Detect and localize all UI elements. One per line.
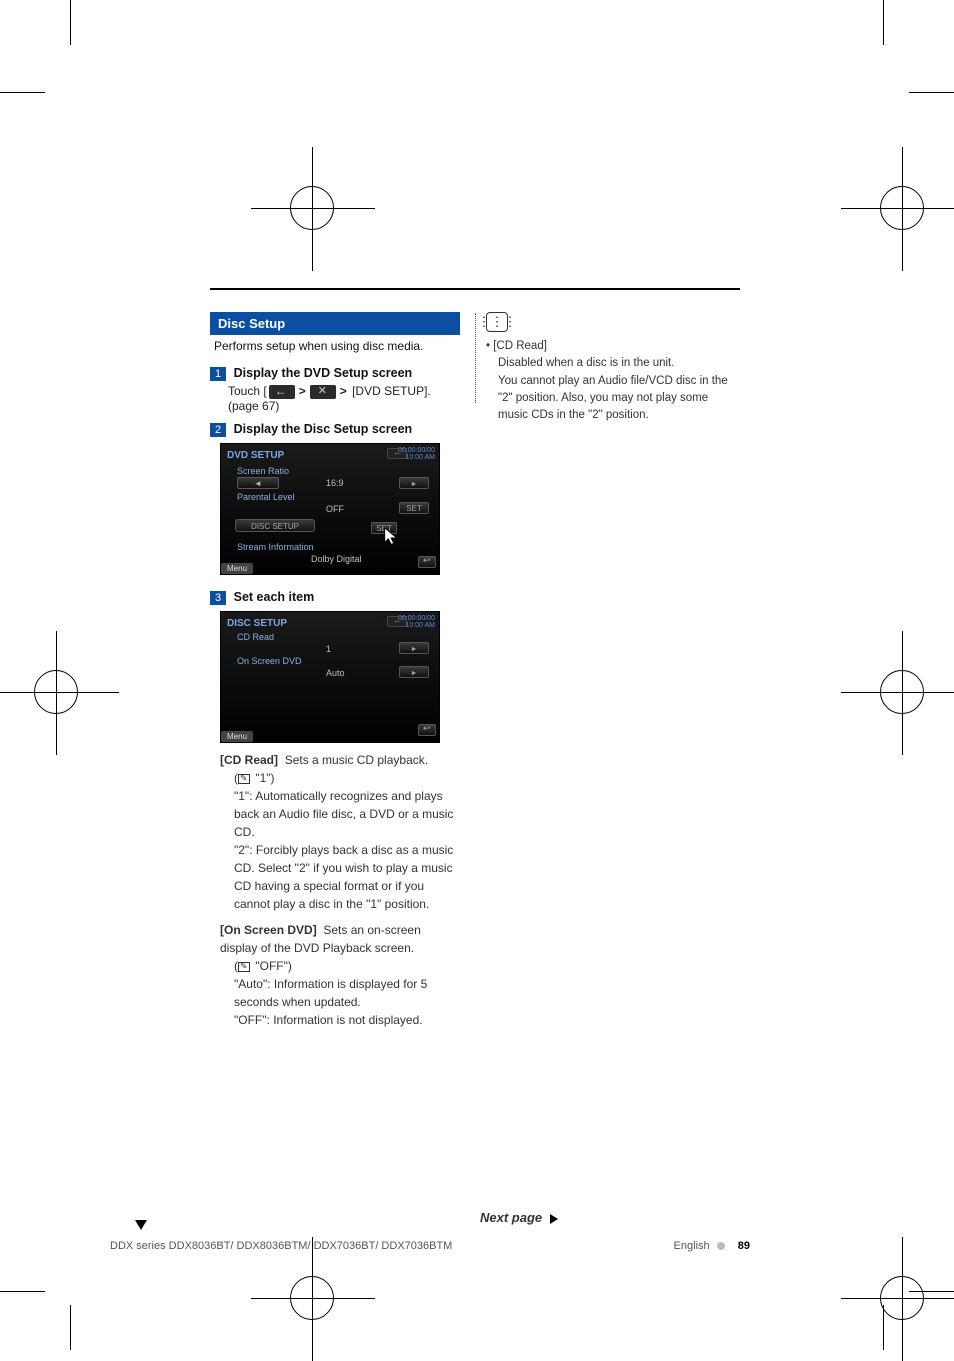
next-page-arrow-icon bbox=[550, 1214, 558, 1224]
crop-mark bbox=[70, 1305, 71, 1350]
def-default: "OFF" bbox=[255, 959, 288, 973]
bullet-icon: • bbox=[486, 340, 490, 352]
note-block: • [CD Read] Disabled when a disc is in t… bbox=[486, 338, 740, 424]
def-desc: Sets a music CD playback. bbox=[285, 753, 428, 767]
stream-label: Stream Information bbox=[237, 542, 314, 552]
back-icon bbox=[269, 385, 295, 399]
row-label: Screen Ratio bbox=[237, 466, 289, 476]
step-2: 2 Display the Disc Setup screen bbox=[210, 421, 460, 437]
page-ref: (page 67) bbox=[228, 399, 279, 413]
section-intro: Performs setup when using disc media. bbox=[214, 339, 460, 353]
step-number: 1 bbox=[210, 367, 226, 381]
registration-mark bbox=[290, 186, 334, 230]
row-value: 1 bbox=[326, 644, 331, 654]
page-content: Disc Setup Performs setup when using dis… bbox=[210, 288, 740, 1029]
crop-mark bbox=[0, 1291, 45, 1292]
registration-mark bbox=[880, 1276, 924, 1320]
row-label: CD Read bbox=[237, 632, 274, 642]
note-line: You cannot play an Audio file/VCD disc i… bbox=[498, 373, 740, 425]
top-rule bbox=[210, 288, 740, 290]
disc-setup-button[interactable]: DISC SETUP bbox=[235, 519, 315, 532]
menu-button[interactable]: Menu bbox=[221, 563, 253, 574]
left-arrow-button[interactable]: ◄ bbox=[237, 477, 279, 489]
stream-value: Dolby Digital bbox=[311, 554, 362, 564]
footer-model: DDX series DDX8036BT/ DDX8036BTM/ DDX703… bbox=[110, 1240, 452, 1252]
step-title: Display the Disc Setup screen bbox=[234, 422, 413, 436]
panel-time: 00:00:00/0010:00 AM bbox=[398, 615, 435, 629]
footer-dot-icon bbox=[717, 1242, 725, 1250]
step-1-body: Touch [ > > [DVD SETUP]. (page 67) bbox=[228, 384, 460, 413]
section-header: Disc Setup bbox=[210, 312, 460, 335]
def-term: [On Screen DVD] bbox=[220, 923, 317, 937]
return-button[interactable] bbox=[418, 556, 436, 568]
opt-val: Forcibly plays back a disc as a music CD… bbox=[234, 843, 453, 911]
registration-mark bbox=[34, 670, 78, 714]
opt-key: "2": bbox=[234, 843, 253, 857]
triangle-marker bbox=[135, 1220, 147, 1230]
chevron-icon: > bbox=[340, 384, 347, 398]
registration-mark bbox=[880, 670, 924, 714]
row-value: 16:9 bbox=[326, 478, 344, 488]
crop-mark bbox=[0, 92, 45, 93]
definition-cd-read: [CD Read] Sets a music CD playback. ( "1… bbox=[220, 751, 460, 913]
panel-time: 00:00:00/0010:00 AM bbox=[398, 447, 435, 461]
chevron-icon: > bbox=[299, 384, 306, 398]
registration-mark bbox=[290, 1276, 334, 1320]
disc-setup-screenshot: DISC SETUP 00:00:00/0010:00 AM CD Read 1… bbox=[220, 611, 440, 743]
touch-target: [DVD SETUP]. bbox=[349, 384, 431, 398]
note-line: Disabled when a disc is in the unit. bbox=[498, 355, 740, 372]
right-arrow-button[interactable] bbox=[399, 666, 429, 678]
step-number: 2 bbox=[210, 423, 226, 437]
page-number: 89 bbox=[738, 1240, 750, 1252]
pencil-icon bbox=[238, 774, 250, 784]
note-title: [CD Read] bbox=[493, 340, 547, 352]
step-title: Set each item bbox=[234, 590, 315, 604]
footer-right: English 89 bbox=[674, 1240, 750, 1252]
note-icon: ⋮⋮⋮ bbox=[486, 312, 508, 332]
menu-button[interactable]: Menu bbox=[221, 731, 253, 742]
step-number: 3 bbox=[210, 591, 226, 605]
opt-val: Information is not displayed. bbox=[273, 1013, 422, 1027]
crop-mark bbox=[70, 0, 71, 45]
dvd-setup-screenshot: DVD SETUP 00:00:00/0010:00 AM Screen Rat… bbox=[220, 443, 440, 575]
opt-val: Automatically recognizes and plays back … bbox=[234, 789, 453, 839]
row-label: On Screen DVD bbox=[237, 656, 302, 666]
touch-text: Touch [ bbox=[228, 384, 267, 398]
return-button[interactable] bbox=[418, 724, 436, 736]
registration-mark bbox=[880, 186, 924, 230]
step-1: 1 Display the DVD Setup screen bbox=[210, 365, 460, 381]
definition-on-screen-dvd: [On Screen DVD] Sets an on-screen displa… bbox=[220, 921, 460, 1029]
pencil-icon bbox=[238, 962, 250, 972]
def-term: [CD Read] bbox=[220, 753, 278, 767]
next-page: Next page bbox=[480, 1210, 558, 1225]
right-arrow-button[interactable] bbox=[399, 477, 429, 489]
footer-lang: English bbox=[674, 1240, 710, 1252]
step-title: Display the DVD Setup screen bbox=[234, 366, 413, 380]
row-value: OFF bbox=[326, 504, 344, 514]
step-3: 3 Set each item bbox=[210, 589, 460, 605]
panel-title: DISC SETUP bbox=[227, 618, 287, 629]
tools-icon bbox=[310, 385, 336, 399]
cursor-icon bbox=[381, 526, 403, 548]
crop-mark bbox=[909, 92, 954, 93]
panel-title: DVD SETUP bbox=[227, 450, 284, 461]
opt-key: "OFF": bbox=[234, 1013, 270, 1027]
row-label: Parental Level bbox=[237, 492, 295, 502]
page-footer: DDX series DDX8036BT/ DDX8036BTM/ DDX703… bbox=[110, 1240, 750, 1252]
def-default: "1" bbox=[255, 771, 270, 785]
opt-key: "1": bbox=[234, 789, 253, 803]
crop-mark bbox=[883, 0, 884, 45]
opt-key: "Auto": bbox=[234, 977, 271, 991]
row-value: Auto bbox=[326, 668, 345, 678]
set-button[interactable]: SET bbox=[399, 502, 429, 514]
right-arrow-button[interactable] bbox=[399, 642, 429, 654]
